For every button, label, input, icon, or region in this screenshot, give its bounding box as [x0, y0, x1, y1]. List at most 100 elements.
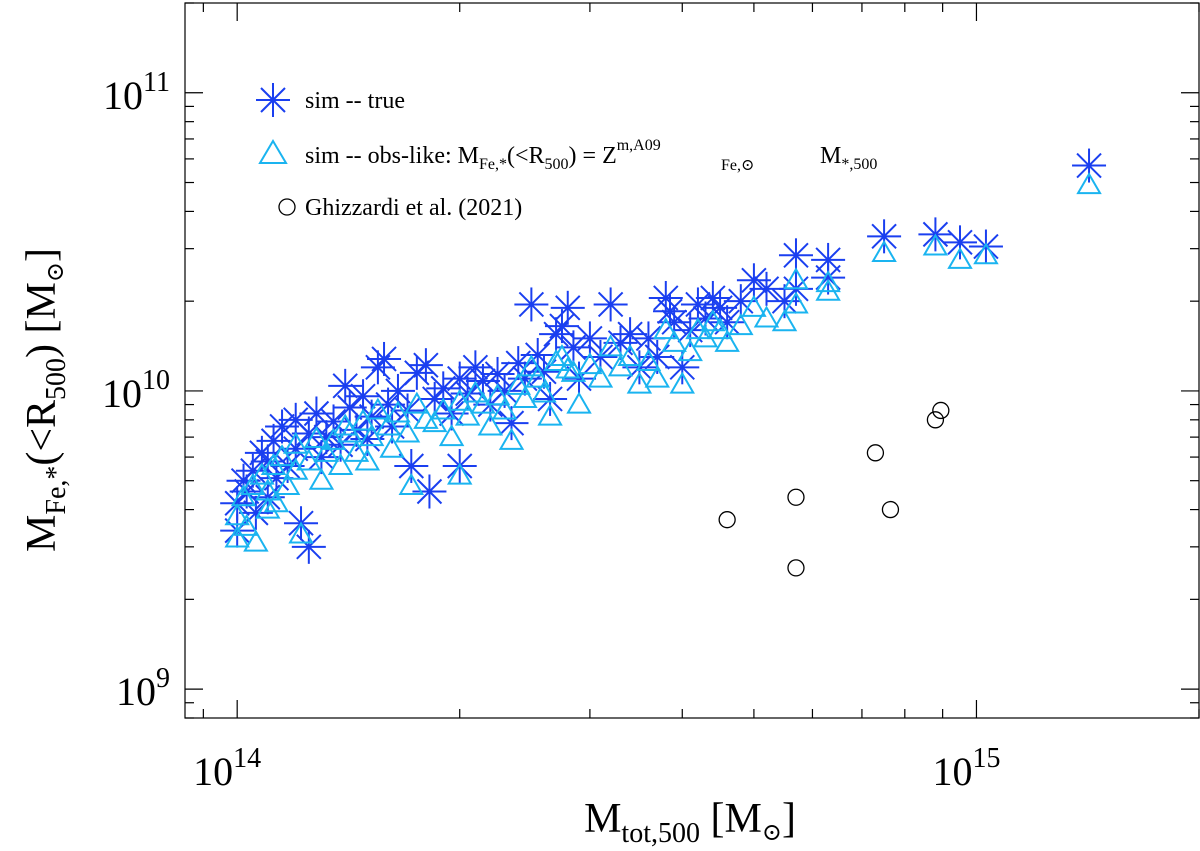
- y-axis-title-sub1: Fe,*: [41, 466, 72, 515]
- legend-obs-sub2: 500: [545, 156, 569, 173]
- point-triangle: [661, 329, 687, 352]
- point-triangle: [354, 448, 381, 471]
- legend-marker-circle: [278, 198, 296, 216]
- point-asterisk: [494, 406, 529, 441]
- legend-obs-sub4: *,500: [841, 156, 877, 173]
- point-asterisk: [942, 225, 977, 260]
- point-triangle: [343, 439, 370, 462]
- legend-obs-c: ) = Z: [569, 143, 617, 169]
- point-triangle: [263, 490, 290, 513]
- point-triangle: [635, 349, 662, 372]
- point-circle: [881, 500, 900, 519]
- legend-obs-sup: m,A09: [617, 137, 661, 154]
- point-triangle: [243, 529, 269, 552]
- point-triangle: [753, 305, 780, 328]
- point-triangle: [543, 349, 569, 372]
- point-triangle: [327, 453, 354, 476]
- point-circle: [926, 411, 945, 429]
- legend-marker-asterisk: [256, 83, 290, 117]
- legend-obs-a: sim -- obs-like: M: [305, 143, 479, 169]
- point-asterisk: [778, 238, 813, 273]
- point-triangle: [566, 391, 592, 414]
- x-axis-title-close: ]: [782, 796, 796, 842]
- point-asterisk: [749, 271, 784, 306]
- series-triangle: [224, 172, 1102, 552]
- point-triangle: [512, 385, 538, 408]
- legend-marker-triangle: [258, 139, 288, 164]
- y-axis-title-unit-symbol: ⊙: [43, 262, 69, 282]
- point-asterisk: [328, 368, 363, 403]
- point-circle: [787, 559, 805, 577]
- point-asterisk: [332, 390, 367, 425]
- point-triangle: [438, 424, 465, 447]
- y-axis-title: MFe,*(<R500) [M⊙]: [19, 248, 72, 552]
- point-triangle: [1076, 172, 1102, 195]
- point-triangle: [350, 408, 376, 431]
- point-triangle: [677, 339, 703, 362]
- point-circle: [866, 444, 885, 462]
- point-circle: [718, 511, 736, 529]
- point-triangle: [815, 270, 841, 293]
- point-asterisk: [291, 529, 326, 564]
- series-circle: [718, 401, 950, 577]
- point-triangle: [394, 420, 421, 443]
- point-triangle: [398, 472, 425, 495]
- x-axis-title-main: M: [584, 796, 621, 842]
- point-asterisk: [408, 348, 443, 383]
- point-triangle: [233, 513, 260, 536]
- legend-obs-d: M: [820, 143, 841, 169]
- y-axis-title-unit: ) [M: [19, 282, 65, 358]
- point-triangle: [446, 462, 473, 485]
- point-triangle: [783, 267, 809, 290]
- y-tick-label: 1010: [102, 365, 170, 416]
- point-asterisk: [811, 260, 846, 295]
- point-triangle: [617, 343, 643, 366]
- point-triangle: [379, 435, 405, 458]
- point-asterisk: [514, 287, 549, 322]
- y-tick-label: 109: [116, 663, 170, 714]
- point-triangle: [375, 413, 401, 436]
- point-triangle: [421, 410, 448, 433]
- point-asterisk: [572, 321, 607, 356]
- point-triangle: [274, 472, 301, 495]
- x-axis-title: Mtot,500 [M⊙]: [584, 796, 796, 849]
- point-triangle: [498, 427, 525, 450]
- point-triangle: [404, 391, 430, 414]
- point-triangle: [518, 354, 545, 377]
- point-triangle: [549, 343, 575, 366]
- y-axis-title-paren: (<R: [19, 400, 65, 466]
- point-asterisk: [550, 290, 585, 325]
- point-triangle: [577, 352, 603, 375]
- y-axis-title-main: M: [19, 515, 65, 552]
- legend-label-sim-true: sim -- true: [305, 88, 405, 114]
- point-triangle: [653, 317, 679, 340]
- legend-obs-sub3: Fe,⊙: [721, 157, 754, 174]
- point-triangle: [477, 413, 504, 436]
- point-triangle: [484, 383, 511, 406]
- point-triangle: [505, 372, 531, 395]
- x-tick-label: 1014: [193, 743, 261, 794]
- point-triangle: [358, 424, 385, 447]
- point-triangle: [692, 325, 719, 348]
- point-triangle: [470, 391, 496, 414]
- point-asterisk: [1072, 148, 1107, 183]
- y-axis-title-close: ]: [19, 248, 65, 262]
- point-triangle: [669, 371, 696, 394]
- y-axis-title-sub2: 500: [41, 358, 72, 400]
- point-asterisk: [360, 350, 395, 385]
- point-triangle: [288, 521, 314, 544]
- point-triangle: [644, 365, 670, 388]
- point-asterisk: [316, 404, 351, 439]
- point-triangle: [337, 420, 363, 443]
- point-triangle: [871, 240, 897, 263]
- point-triangle: [269, 444, 295, 467]
- x-axis-title-unit-symbol: ⊙: [762, 820, 782, 846]
- point-asterisk: [265, 409, 300, 444]
- point-triangle: [313, 439, 340, 462]
- data-marks: [220, 148, 1107, 577]
- y-tick-label: 1011: [103, 67, 170, 118]
- legend-label-ghizzardi: Ghizzardi et al. (2021): [305, 195, 522, 221]
- point-triangle: [255, 496, 281, 519]
- legend-label-sim-obs: sim -- obs-like: MFe,*(<R500) = Zm,A09 Fe…: [305, 137, 877, 174]
- point-triangle: [771, 309, 798, 332]
